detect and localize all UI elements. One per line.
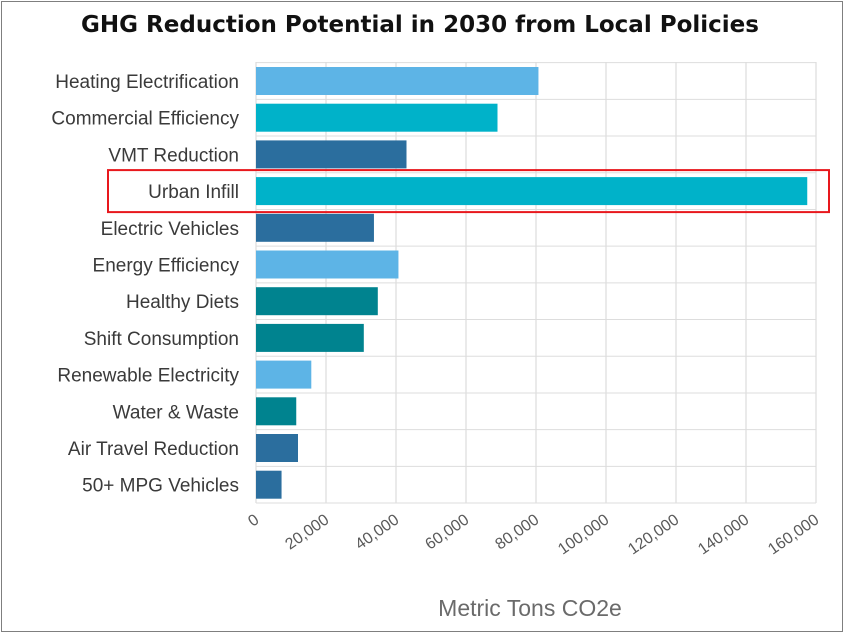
bar: [256, 177, 808, 206]
category-labels: Heating Electrification Commercial Effici…: [51, 72, 239, 497]
chart-title: GHG Reduction Potential in 2030 from Loc…: [81, 12, 759, 38]
category-label: Electric Vehicles: [101, 219, 239, 240]
bar: [256, 67, 539, 95]
bar: [256, 434, 298, 462]
bar: [256, 397, 297, 426]
category-label: Heating Electrification: [55, 72, 239, 93]
category-label: 50+ MPG Vehicles: [82, 476, 239, 497]
x-tick-label: 100,000: [555, 511, 612, 558]
bar: [256, 140, 407, 169]
bars: [256, 67, 808, 499]
category-label: Energy Efficiency: [93, 256, 240, 277]
category-label: Urban Infill: [148, 182, 239, 203]
category-label: Water & Waste: [113, 402, 239, 423]
grid-lines: [255, 62, 817, 504]
x-axis-ticks: 0 20,000 40,000 60,000 80,000 100,000 120,000 1…: [245, 511, 822, 558]
x-tick-label: 120,000: [625, 511, 682, 558]
category-label: Commercial Efficiency: [51, 109, 239, 130]
highlight-layer: [107, 169, 830, 214]
x-tick-label: 40,000: [352, 511, 402, 553]
category-label: Shift Consumption: [84, 329, 239, 350]
category-label: Healthy Diets: [126, 292, 239, 313]
x-tick-label: 160,000: [765, 511, 822, 558]
x-tick-label: 20,000: [282, 511, 332, 553]
category-label: Renewable Electricity: [57, 366, 239, 387]
bar: [256, 250, 399, 279]
bar: [256, 213, 374, 242]
bar: [256, 287, 378, 316]
x-tick-label: 0: [245, 511, 262, 530]
bar: [256, 360, 312, 389]
x-tick-label: 60,000: [422, 511, 472, 553]
x-tick-label: 140,000: [695, 511, 752, 558]
bar: [256, 103, 498, 132]
highlight-box: [107, 169, 830, 214]
bar: [256, 470, 282, 499]
x-tick-label: 80,000: [492, 511, 542, 553]
category-label: VMT Reduction: [108, 145, 239, 166]
category-label: Air Travel Reduction: [68, 439, 239, 460]
x-axis-title: Metric Tons CO2e: [438, 595, 622, 621]
bar: [256, 323, 364, 352]
